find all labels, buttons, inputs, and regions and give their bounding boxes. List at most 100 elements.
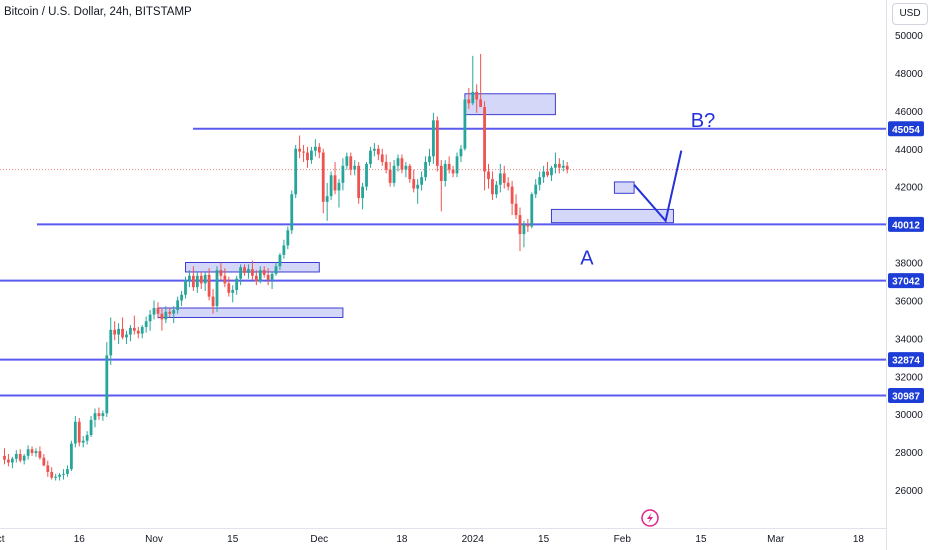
candle-body [467, 99, 471, 104]
candle-body [357, 165, 361, 199]
candle [396, 154, 400, 172]
candle [203, 271, 207, 291]
candle-body [530, 194, 534, 227]
candle-body [278, 254, 282, 267]
candle-body [506, 182, 510, 187]
y-tick-label: 30000 [895, 410, 923, 421]
candle [506, 177, 510, 191]
candle [136, 326, 140, 339]
candle [298, 135, 302, 159]
candle [428, 148, 431, 166]
zone-rect [464, 93, 556, 116]
candle [432, 112, 435, 164]
candle [191, 266, 195, 291]
candle-body [262, 270, 266, 275]
candle [215, 266, 219, 312]
candle-body [557, 163, 561, 168]
candle [518, 207, 522, 252]
candle-body [380, 154, 384, 163]
candle [258, 266, 262, 284]
candle-body [435, 120, 439, 166]
candle [66, 465, 69, 477]
candle [416, 179, 420, 204]
candle [447, 156, 451, 174]
candle-body [565, 165, 569, 170]
candle-body [337, 182, 341, 191]
candle-body [77, 421, 81, 443]
candle [526, 218, 530, 233]
candle [361, 182, 364, 210]
candle [188, 270, 191, 288]
candle-body [156, 308, 160, 314]
candle [38, 446, 42, 460]
candle [372, 143, 376, 157]
candle-body [69, 443, 73, 470]
candle-body [254, 275, 258, 282]
candle-body [424, 162, 427, 178]
candle [483, 101, 486, 191]
candle-body [384, 162, 388, 170]
price-labels-layer: 45054 40012 37042 32874 30987 [888, 121, 924, 403]
candle [522, 220, 526, 248]
candle-body [317, 146, 321, 153]
candle [34, 448, 38, 457]
candle-body [113, 329, 117, 335]
candle-body [321, 152, 325, 202]
candle [310, 146, 313, 164]
candle [502, 165, 506, 189]
level-label: 37042 [892, 277, 920, 288]
candle-body [333, 175, 337, 191]
candle-body [313, 146, 317, 151]
exchange-label: BITSTAMP [135, 6, 192, 18]
candle [58, 472, 61, 481]
candle [3, 448, 6, 465]
candle-body [50, 471, 54, 478]
candle-body [125, 334, 128, 338]
candle [380, 148, 384, 166]
candle-body [215, 270, 219, 307]
candle [365, 162, 368, 191]
candle [152, 300, 156, 320]
candle [491, 171, 494, 200]
candle [117, 323, 121, 345]
level-lines-layer [0, 127, 886, 397]
candle [557, 158, 561, 174]
candle [211, 289, 215, 314]
candle [184, 276, 187, 299]
candle [164, 306, 168, 324]
candle-body [329, 175, 333, 197]
candle-body [282, 245, 286, 255]
currency-button[interactable]: USD [892, 3, 928, 25]
candle-body [227, 283, 231, 293]
candle-body [416, 184, 420, 189]
candle-body [349, 156, 353, 170]
candle-body [188, 275, 191, 281]
level-label: 32874 [892, 356, 920, 367]
candle-body [479, 99, 483, 108]
candle [498, 163, 502, 193]
candle [530, 192, 534, 229]
candle [121, 317, 124, 340]
candle-body [554, 163, 557, 168]
symbol-name: Bitcoin / U.S. Dollar [4, 6, 104, 18]
y-tick-label: 46000 [895, 107, 923, 118]
candle [321, 148, 325, 214]
candle-body [369, 150, 372, 164]
candle-body [270, 273, 274, 280]
y-tick-label: 50000 [895, 31, 923, 42]
level-label: 40012 [892, 220, 920, 231]
projection-path [633, 150, 683, 223]
x-tick-label: Feb [614, 534, 632, 545]
candle-body [487, 171, 490, 180]
candle [247, 264, 250, 279]
candle [554, 152, 557, 174]
bolt-glyph [647, 513, 653, 523]
candle [93, 408, 97, 428]
candle [435, 116, 439, 172]
candle-body [483, 107, 486, 172]
candle [565, 162, 569, 174]
candle-body [514, 203, 518, 216]
y-tick-label: 48000 [895, 69, 923, 80]
candle [50, 467, 54, 480]
